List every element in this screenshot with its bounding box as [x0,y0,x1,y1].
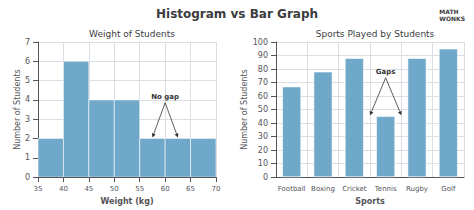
svg-text:Cricket: Cricket [342,185,367,193]
svg-text:WONKS: WONKS [439,15,465,22]
svg-text:10: 10 [258,159,268,168]
svg-text:20: 20 [258,146,268,155]
svg-text:2: 2 [25,134,30,143]
svg-text:Gaps: Gaps [376,68,396,76]
svg-text:40: 40 [258,119,268,128]
svg-text:No gap: No gap [151,93,179,101]
svg-text:Rugby: Rugby [406,185,428,193]
svg-text:MATH: MATH [439,8,458,15]
svg-text:Football: Football [278,185,306,193]
svg-text:50: 50 [110,185,119,193]
svg-text:Sports: Sports [355,197,385,206]
svg-text:90: 90 [258,51,268,60]
svg-text:65: 65 [186,185,195,193]
svg-text:Number of Students: Number of Students [13,69,22,150]
svg-text:Boxing: Boxing [311,185,335,193]
svg-text:30: 30 [258,132,268,141]
svg-text:7: 7 [25,38,30,47]
svg-text:70: 70 [258,78,268,87]
svg-text:50: 50 [258,105,268,114]
svg-text:55: 55 [135,185,144,193]
svg-text:100: 100 [253,38,268,47]
svg-text:60: 60 [161,185,170,193]
svg-text:Weight of Students: Weight of Students [89,29,175,39]
svg-text:Tennis: Tennis [374,185,397,193]
svg-text:Sports Played by Students: Sports Played by Students [316,29,435,39]
svg-text:45: 45 [84,185,93,193]
svg-text:35: 35 [34,185,43,193]
svg-text:Number of Students: Number of Students [240,69,249,150]
svg-text:0: 0 [25,173,30,182]
svg-text:Histogram vs Bar Graph: Histogram vs Bar Graph [156,7,318,21]
svg-text:60: 60 [258,92,268,101]
svg-text:5: 5 [25,76,30,85]
svg-text:6: 6 [25,57,30,66]
svg-text:Weight (kg): Weight (kg) [100,197,153,206]
svg-text:3: 3 [25,115,30,124]
svg-text:4: 4 [25,95,30,104]
svg-text:0: 0 [263,173,268,182]
svg-text:Golf: Golf [441,185,456,193]
svg-text:40: 40 [59,185,68,193]
svg-text:70: 70 [212,185,221,193]
svg-text:1: 1 [25,153,30,162]
svg-text:80: 80 [258,65,268,74]
